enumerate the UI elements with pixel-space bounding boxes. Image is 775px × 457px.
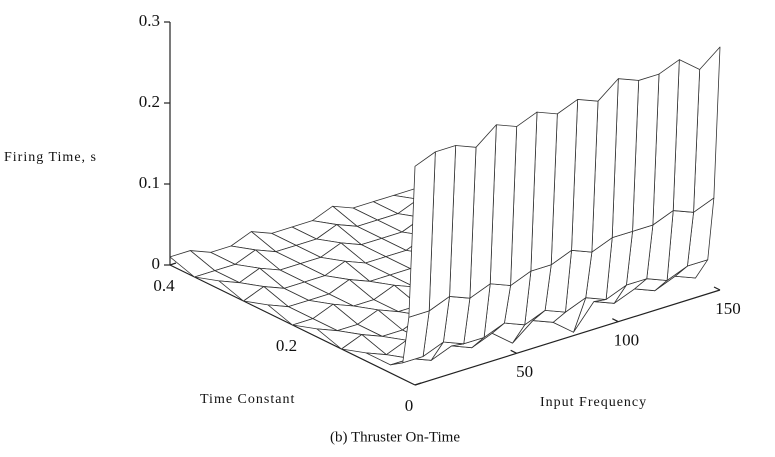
y-axis-label: Time Constant (200, 392, 295, 407)
x-tick-label: 150 (715, 299, 741, 318)
y-tick-label: 0 (405, 396, 414, 415)
z-axis-label: Firing Time, s (4, 150, 97, 165)
caption: (b) Thruster On-Time (330, 429, 460, 445)
x-tick (612, 318, 619, 323)
y-tick-label: 0.4 (153, 276, 175, 295)
x-tick (510, 349, 517, 354)
x-tick-label: 50 (516, 362, 533, 381)
z-tick-label: 0.2 (139, 92, 160, 111)
z-tick-label: 0 (152, 254, 161, 273)
y-tick-label: 0.2 (276, 336, 297, 355)
y-tick (414, 382, 422, 386)
surface-cell (408, 151, 436, 318)
x-axis (414, 289, 721, 386)
z-tick-label: 0.3 (139, 11, 160, 30)
x-tick-label: 100 (614, 331, 640, 350)
x-axis-label: Input Frequency (540, 395, 647, 410)
x-tick (713, 286, 721, 291)
z-tick-label: 0.1 (139, 173, 160, 192)
y-tick (169, 262, 177, 266)
